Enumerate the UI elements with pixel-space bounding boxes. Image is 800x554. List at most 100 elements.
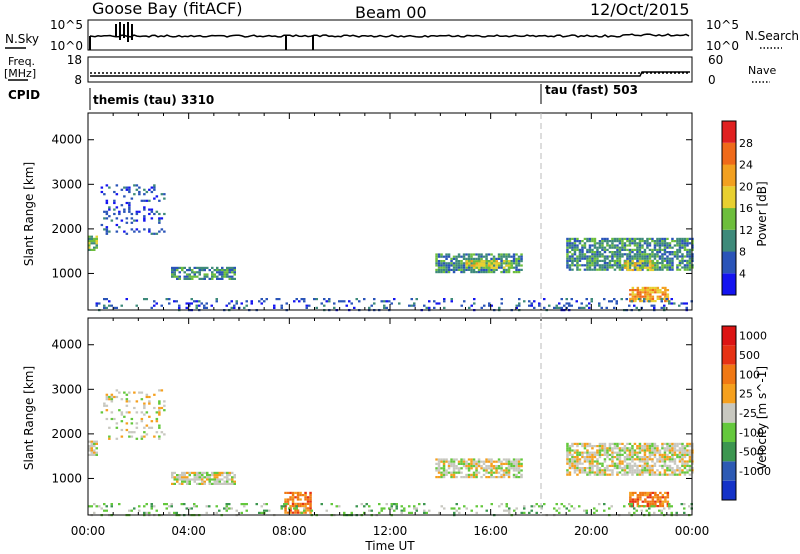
echo-cell-4 <box>651 464 654 467</box>
echo-cell-4 <box>593 460 597 463</box>
echo-cell-8 <box>155 302 158 305</box>
echo-cell-8 <box>663 304 666 307</box>
echo-cell-5 <box>616 253 619 256</box>
echo-cell-7 <box>659 297 662 300</box>
echo-cell-8 <box>588 302 591 305</box>
echo-cell-6 <box>641 264 645 267</box>
power-y-axis-label: Slant Range [km] <box>22 162 36 266</box>
echo-cell-5 <box>616 255 619 258</box>
echo-cell-4 <box>591 460 594 463</box>
echo-cell-0 <box>88 246 91 249</box>
echo-cell-4 <box>621 462 624 465</box>
echo-cell-3 <box>457 469 461 472</box>
echo-cell-7 <box>395 507 398 510</box>
echo-cell-5 <box>593 253 597 256</box>
echo-cell-4 <box>651 473 654 476</box>
echo-cell-1 <box>108 395 111 399</box>
echo-cell-3 <box>495 476 498 479</box>
echo-cell-4 <box>673 460 677 463</box>
echo-cell-7 <box>360 503 363 506</box>
echo-cell-7 <box>453 511 456 514</box>
echo-cell-2 <box>191 277 194 280</box>
echo-cell-6 <box>289 507 292 510</box>
echo-cell-4 <box>596 471 599 474</box>
echo-cell-5 <box>656 253 659 256</box>
echo-cell-5 <box>686 259 689 262</box>
echo-cell-2 <box>188 474 191 477</box>
echo-cell-7 <box>656 291 660 294</box>
echo-cell-7 <box>680 503 683 506</box>
echo-cell-7 <box>668 505 671 508</box>
echo-cell-2 <box>228 478 231 481</box>
echo-cell-1 <box>150 186 154 189</box>
echo-cell-3 <box>482 462 486 465</box>
echo-cell-4 <box>638 464 642 467</box>
echo-cell-3 <box>470 266 473 269</box>
echo-cell-5 <box>678 237 682 240</box>
echo-cell-1 <box>128 188 131 191</box>
echo-cell-3 <box>480 271 483 274</box>
echo-cell-5 <box>646 244 649 247</box>
echo-cell-2 <box>181 482 184 485</box>
echo-cell-1 <box>138 210 141 213</box>
echo-cell-4 <box>631 473 634 476</box>
echo-cell-1 <box>118 212 121 216</box>
echo-cell-5 <box>631 240 634 243</box>
echo-cell-2 <box>218 271 221 274</box>
echo-cell-2 <box>233 476 236 479</box>
echo-cell-5 <box>654 502 657 505</box>
echo-cell-2 <box>221 474 224 477</box>
echo-cell-1 <box>113 395 116 399</box>
echo-cell-2 <box>228 482 231 485</box>
echo-cell-5 <box>688 242 692 245</box>
echo-cell-4 <box>576 464 579 467</box>
echo-cell-6 <box>304 509 307 512</box>
echo-cell-5 <box>683 259 687 262</box>
echo-cell-8 <box>613 306 616 309</box>
echo-cell-6 <box>299 505 302 508</box>
echo-cell-7 <box>610 505 613 508</box>
echo-cell-2 <box>193 478 196 481</box>
echo-cell-5 <box>661 240 664 243</box>
echo-cell-1 <box>163 212 166 216</box>
echo-cell-5 <box>666 268 669 271</box>
echo-cell-2 <box>211 273 214 276</box>
echo-cell-4 <box>668 451 672 454</box>
echo-cell-1 <box>150 420 154 423</box>
echo-cell-5 <box>613 268 617 271</box>
echo-cell-5 <box>653 257 657 260</box>
echo-cell-6 <box>306 509 310 512</box>
echo-cell-3 <box>492 271 496 274</box>
echo-cell-7 <box>646 289 650 292</box>
echo-cell-8 <box>428 306 431 309</box>
echo-cell-2 <box>181 269 184 272</box>
echo-cell-6 <box>304 507 307 510</box>
echo-cell-0 <box>90 449 93 452</box>
echo-cell-6 <box>284 500 287 503</box>
echo-cell-4 <box>688 473 692 476</box>
echo-cell-5 <box>596 248 599 251</box>
echo-cell-3 <box>472 257 476 260</box>
echo-cell-3 <box>442 473 446 476</box>
echo-cell-7 <box>223 507 226 510</box>
echo-cell-8 <box>278 298 281 301</box>
echo-cell-2 <box>221 478 224 481</box>
echo-cell-7 <box>475 511 478 514</box>
echo-cell-2 <box>233 482 236 485</box>
echo-cell-1 <box>105 409 109 412</box>
echo-cell-4 <box>606 456 609 459</box>
echo-cell-8 <box>650 304 653 307</box>
echo-cell-3 <box>442 460 446 463</box>
echo-cell-4 <box>623 456 627 459</box>
colorbar-swatch-6 <box>722 364 736 384</box>
echo-cell-4 <box>593 445 597 448</box>
echo-cell-3 <box>455 255 458 258</box>
noise-trace <box>89 33 690 38</box>
echo-cell-7 <box>651 297 655 300</box>
echo-cell-8 <box>300 298 303 301</box>
echo-cell-5 <box>606 240 609 243</box>
echo-cell-4 <box>683 467 687 470</box>
echo-cell-2 <box>181 471 184 474</box>
echo-cell-1 <box>150 190 154 194</box>
echo-cell-8 <box>423 304 426 307</box>
